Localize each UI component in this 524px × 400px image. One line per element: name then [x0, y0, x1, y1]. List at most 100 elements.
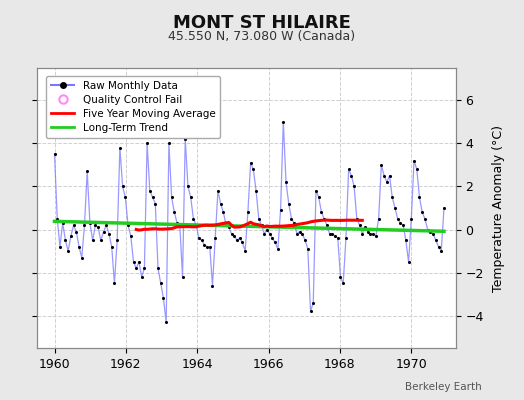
Point — [80, 222, 89, 228]
Point — [140, 265, 149, 272]
Point — [342, 235, 350, 241]
Point — [416, 194, 424, 200]
Point — [121, 194, 129, 200]
Point — [209, 282, 217, 289]
Point — [301, 237, 309, 244]
Point — [238, 239, 247, 246]
Point — [50, 151, 59, 157]
Point — [287, 216, 296, 222]
Point — [178, 274, 187, 280]
Point — [205, 244, 214, 250]
Point — [402, 237, 410, 244]
Point — [75, 244, 83, 250]
Point — [375, 216, 383, 222]
Point — [102, 222, 111, 228]
Point — [170, 209, 179, 216]
Point — [263, 226, 271, 233]
Point — [432, 237, 440, 244]
Point — [426, 228, 434, 235]
Point — [189, 216, 198, 222]
Point — [198, 237, 206, 244]
Point — [405, 259, 413, 265]
Point — [391, 205, 399, 211]
Point — [214, 188, 222, 194]
Point — [410, 158, 418, 164]
Point — [307, 308, 315, 314]
Point — [69, 222, 78, 228]
Point — [380, 172, 388, 179]
Point — [437, 248, 445, 254]
Point — [336, 274, 345, 280]
Point — [96, 237, 105, 244]
Point — [56, 244, 64, 250]
Point — [235, 235, 244, 241]
Point — [168, 194, 176, 200]
Point — [154, 265, 162, 272]
Point — [257, 222, 266, 228]
Point — [364, 228, 372, 235]
Point — [203, 244, 211, 250]
Point — [383, 179, 391, 185]
Point — [377, 162, 386, 168]
Point — [298, 231, 307, 237]
Point — [192, 222, 200, 228]
Point — [266, 231, 274, 237]
Point — [290, 220, 298, 226]
Point — [328, 231, 336, 237]
Point — [320, 216, 329, 222]
Point — [94, 224, 102, 230]
Point — [211, 235, 220, 241]
Point — [412, 166, 421, 172]
Point — [293, 231, 301, 237]
Point — [67, 233, 75, 239]
Point — [350, 183, 358, 190]
Point — [219, 209, 227, 216]
Point — [195, 235, 203, 241]
Point — [394, 216, 402, 222]
Point — [385, 172, 394, 179]
Point — [143, 140, 151, 146]
Point — [157, 280, 165, 286]
Point — [227, 231, 236, 237]
Point — [107, 244, 116, 250]
Point — [314, 194, 323, 200]
Point — [440, 205, 448, 211]
Point — [78, 254, 86, 261]
Point — [423, 226, 432, 233]
Point — [72, 228, 81, 235]
Point — [233, 237, 241, 244]
Point — [252, 188, 260, 194]
Point — [129, 259, 138, 265]
Point — [274, 246, 282, 252]
Point — [361, 224, 369, 230]
Point — [331, 233, 339, 239]
Point — [296, 228, 304, 235]
Point — [59, 220, 67, 226]
Point — [334, 235, 342, 241]
Point — [396, 220, 405, 226]
Point — [89, 237, 97, 244]
Point — [339, 280, 347, 286]
Point — [434, 244, 443, 250]
Point — [230, 233, 238, 239]
Point — [279, 119, 288, 125]
Point — [53, 216, 61, 222]
Point — [124, 222, 132, 228]
Point — [323, 222, 331, 228]
Point — [276, 207, 285, 213]
Y-axis label: Temperature Anomaly (°C): Temperature Anomaly (°C) — [493, 124, 505, 292]
Point — [317, 209, 325, 216]
Point — [268, 235, 277, 241]
Point — [309, 300, 318, 306]
Point — [110, 280, 118, 286]
Point — [151, 200, 159, 207]
Point — [369, 231, 377, 237]
Point — [135, 259, 143, 265]
Point — [255, 216, 263, 222]
Point — [249, 166, 257, 172]
Point — [344, 166, 353, 172]
Point — [285, 200, 293, 207]
Point — [132, 265, 140, 272]
Point — [388, 194, 397, 200]
Point — [91, 222, 100, 228]
